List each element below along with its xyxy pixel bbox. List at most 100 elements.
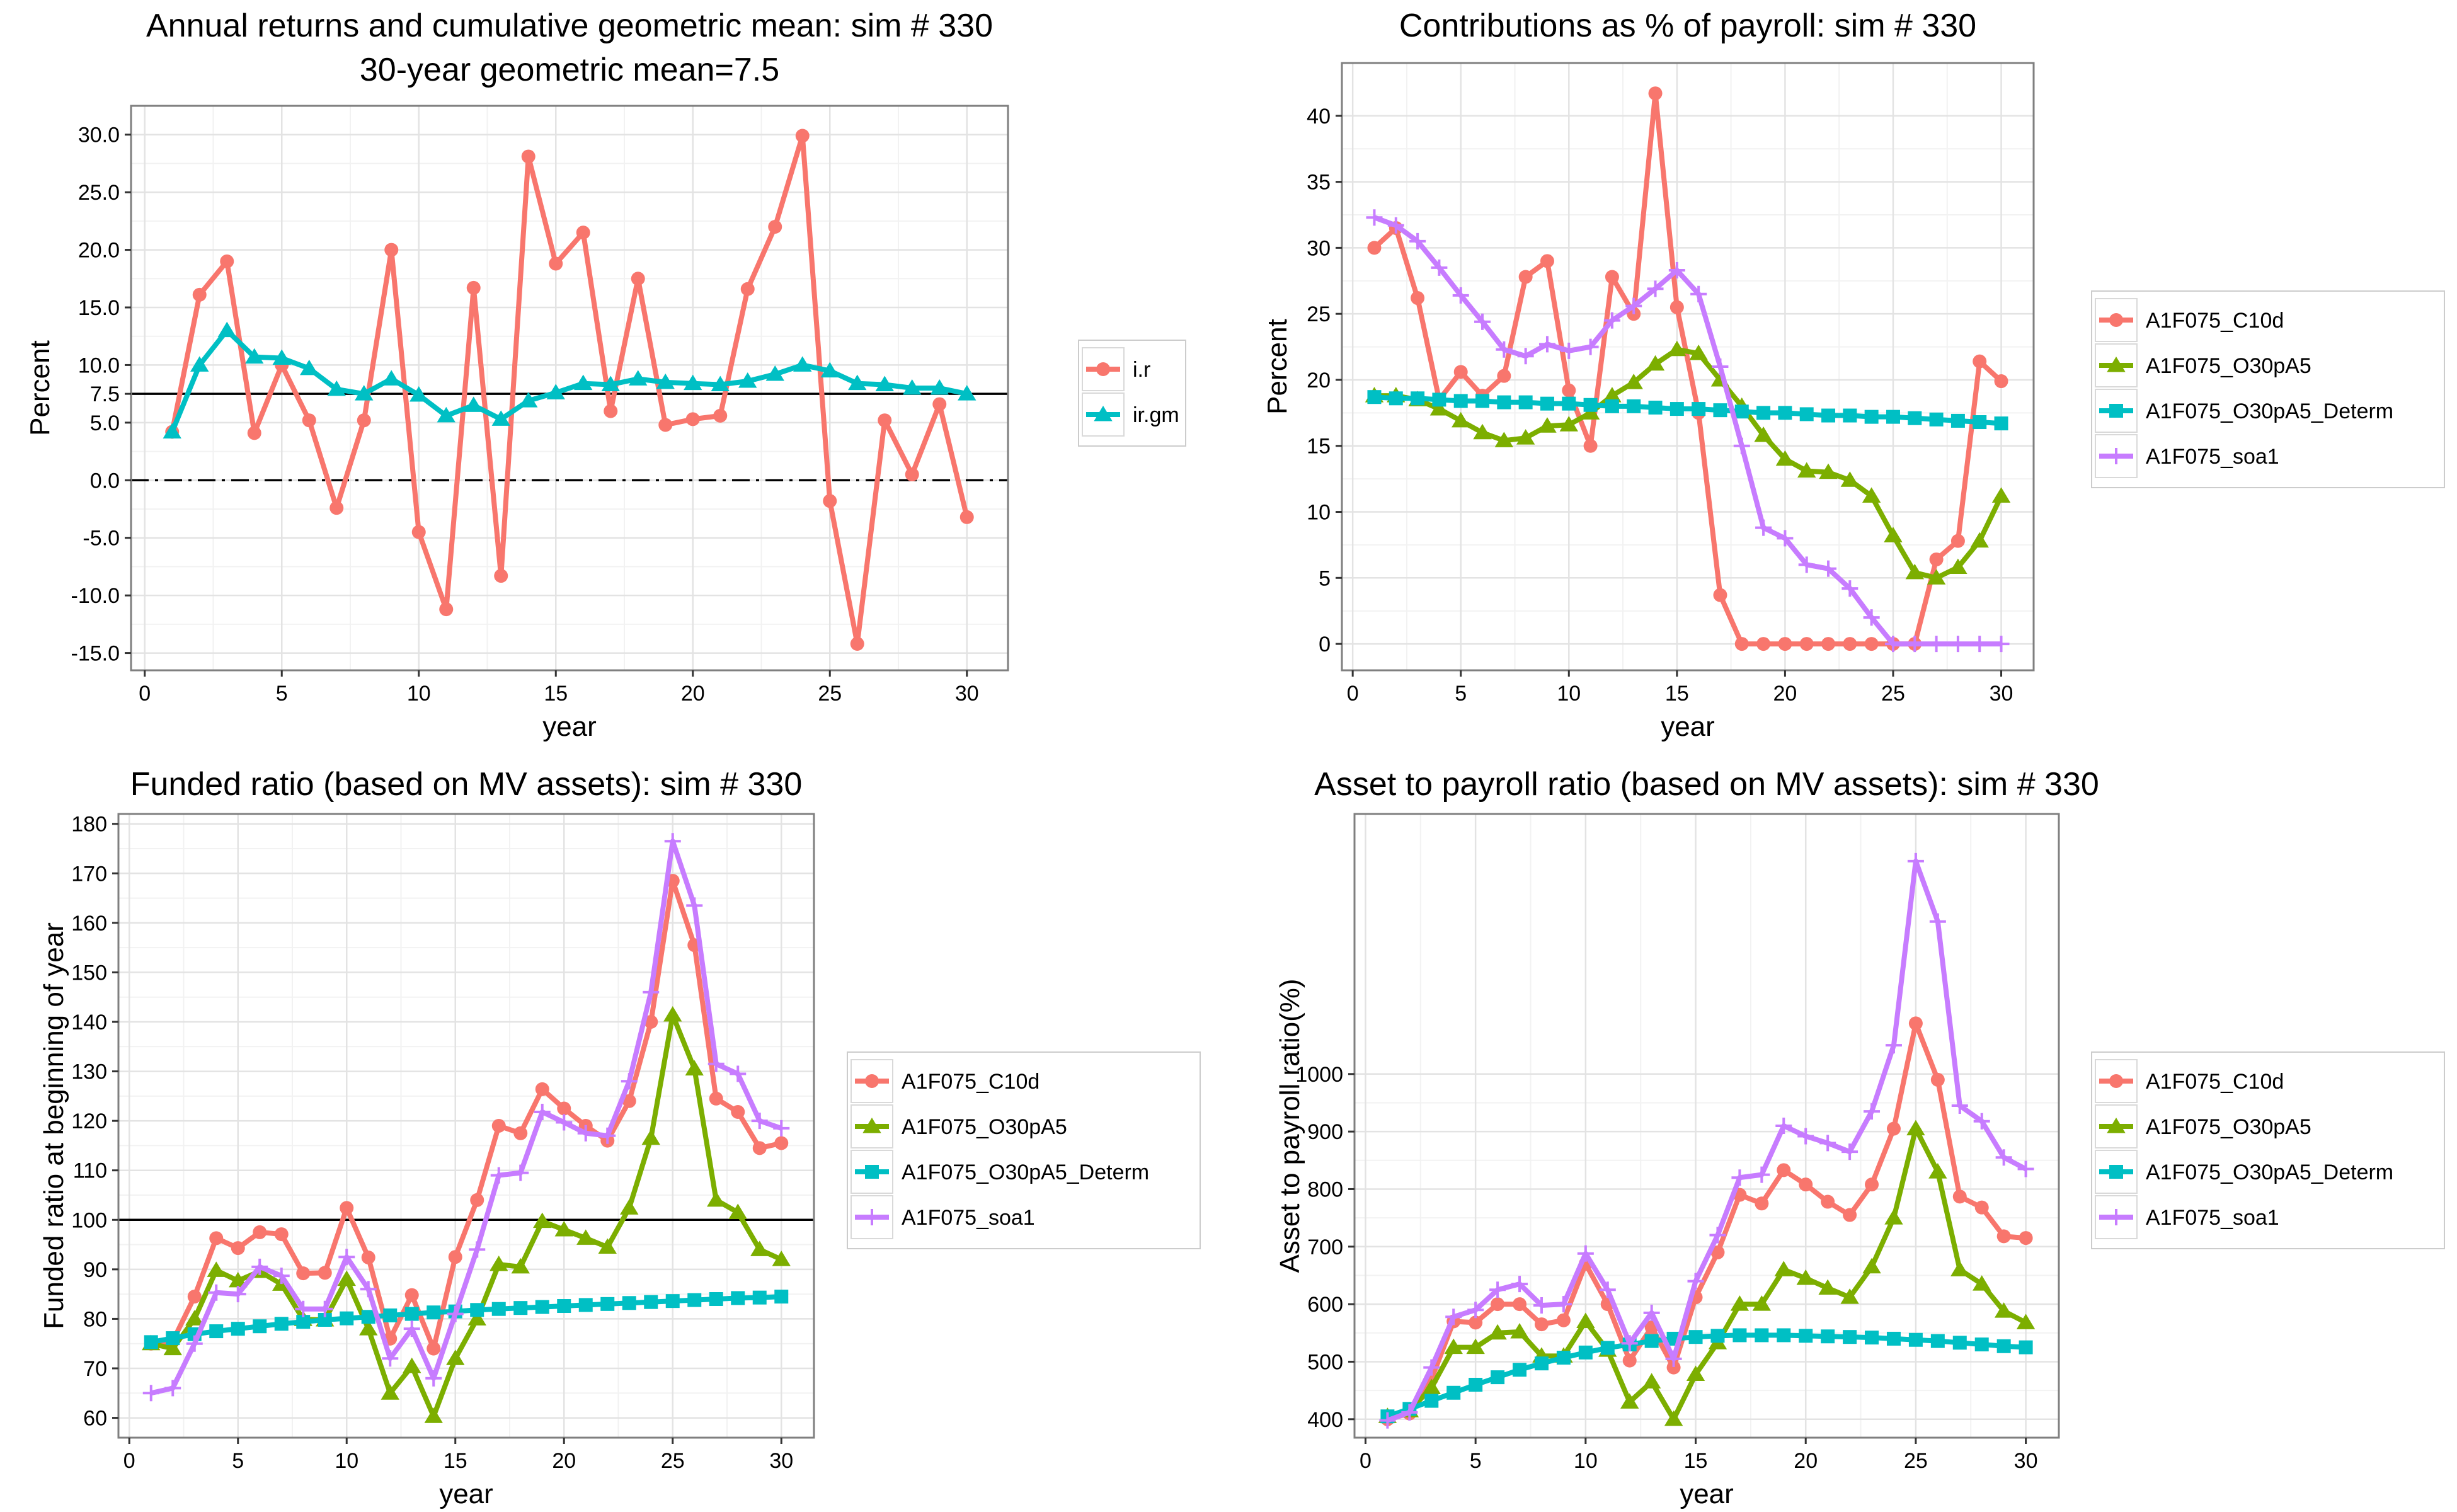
data-point-A1F075_O30pA5_Determ — [731, 1291, 745, 1305]
data-point-A1F075_O30pA5_Determ — [1367, 390, 1382, 404]
data-point-i.r — [247, 426, 261, 440]
data-point-A1F075_O30pA5_Determ — [1755, 1328, 1769, 1343]
data-point-A1F075_O30pA5 — [641, 1129, 660, 1145]
data-point-A1F075_O30pA5 — [1452, 411, 1470, 428]
data-point-A1F075_C10d — [1755, 1196, 1769, 1211]
data-point-A1F075_O30pA5_Determ — [1799, 407, 1814, 421]
data-point-A1F075_O30pA5 — [511, 1257, 530, 1274]
data-point-A1F075_O30pA5_Determ — [1627, 399, 1641, 413]
data-point-A1F075_O30pA5_Determ — [1446, 1385, 1461, 1400]
data-point-A1F075_O30pA5 — [1927, 569, 1946, 585]
data-point-A1F075_soa1 — [1885, 1037, 1902, 1054]
data-point-A1F075_O30pA5_Determ — [1475, 394, 1490, 408]
data-point-A1F075_C10d — [318, 1266, 332, 1280]
data-point-A1F075_soa1 — [1387, 217, 1404, 234]
data-point-A1F075_O30pA5_Determ — [557, 1299, 571, 1313]
data-point-A1F075_C10d — [1513, 1297, 1527, 1312]
legend-label: A1F075_O30pA5_Determ — [902, 1160, 1149, 1184]
data-point-A1F075_O30pA5 — [1429, 400, 1449, 416]
data-point-A1F075_soa1 — [1511, 1276, 1528, 1293]
x-tick-label: 15 — [1665, 682, 1689, 706]
data-point-A1F075_C10d — [1950, 534, 1965, 548]
data-point-A1F075_O30pA5 — [1686, 1365, 1705, 1382]
data-point-A1F075_C10d — [274, 1227, 289, 1242]
data-point-A1F075_O30pA5_Determ — [774, 1290, 789, 1304]
data-point-ir.gm — [410, 386, 428, 402]
data-point-A1F075_soa1 — [1621, 1335, 1638, 1352]
chart-contrib: Contributions as % of payroll: sim # 330… — [1262, 8, 2445, 742]
data-point-ir.gm — [245, 348, 264, 364]
data-point-A1F075_O30pA5 — [1754, 426, 1773, 442]
data-point-A1F075_C10d — [752, 1141, 767, 1155]
data-point-A1F075_soa1 — [1489, 1281, 1506, 1298]
data-point-A1F075_O30pA5 — [1473, 423, 1492, 440]
data-point-A1F075_O30pA5_Determ — [622, 1296, 636, 1310]
data-point-A1F075_C10d — [1843, 1208, 1857, 1222]
data-point-A1F075_O30pA5_Determ — [1865, 1331, 1879, 1345]
data-point-ir.gm — [519, 392, 538, 408]
data-point-A1F075_soa1 — [273, 1268, 290, 1285]
data-point-A1F075_C10d — [1518, 270, 1533, 284]
data-point-A1F075_C10d — [622, 1094, 636, 1108]
data-point-ir.gm — [491, 410, 510, 426]
data-point-A1F075_O30pA5 — [467, 1310, 486, 1326]
data-point-A1F075_C10d — [1562, 383, 1576, 398]
data-point-A1F075_O30pA5 — [1646, 355, 1665, 371]
legend-key-marker — [862, 1118, 881, 1133]
data-point-A1F075_soa1 — [1401, 1404, 1418, 1421]
y-tick-label: 7.5 — [90, 382, 120, 406]
data-point-i.r — [192, 287, 207, 302]
data-point-A1F075_C10d — [1886, 1121, 1901, 1136]
data-point-A1F075_soa1 — [425, 1370, 442, 1387]
data-point-A1F075_soa1 — [1555, 1296, 1572, 1313]
data-point-A1F075_O30pA5 — [1774, 1261, 1793, 1276]
data-point-A1F075_soa1 — [1864, 1103, 1881, 1120]
data-point-A1F075_soa1 — [1928, 636, 1945, 653]
chart-returns: Annual returns and cumulative geometric … — [25, 8, 1186, 742]
data-point-ir.gm — [656, 373, 675, 389]
data-point-A1F075_soa1 — [1517, 348, 1534, 365]
data-point-A1F075_soa1 — [360, 1281, 377, 1298]
data-point-A1F075_O30pA5_Determ — [1930, 1334, 1945, 1348]
data-point-A1F075_O30pA5 — [1494, 432, 1514, 447]
data-point-i.r — [357, 413, 371, 428]
data-point-A1F075_O30pA5_Determ — [1843, 1330, 1857, 1344]
data-point-A1F075_O30pA5 — [1559, 416, 1578, 432]
legend-key-marker — [1096, 362, 1110, 376]
data-point-A1F075_soa1 — [1533, 1297, 1550, 1314]
chart-title: Asset to payroll ratio (based on MV asse… — [1314, 766, 2099, 803]
data-point-A1F075_C10d — [296, 1266, 311, 1281]
data-point-A1F075_C10d — [448, 1250, 462, 1264]
data-point-A1F075_C10d — [491, 1119, 506, 1133]
data-point-A1F075_soa1 — [1995, 1149, 2012, 1166]
chart-title: Contributions as % of payroll: sim # 330 — [1399, 8, 1976, 44]
data-point-ir.gm — [848, 374, 867, 391]
data-point-A1F075_soa1 — [707, 1055, 724, 1072]
data-point-A1F075_O30pA5 — [576, 1229, 595, 1245]
data-point-A1F075_soa1 — [1582, 338, 1599, 355]
data-point-A1F075_O30pA5 — [707, 1191, 726, 1207]
data-point-i.r — [439, 602, 454, 617]
y-tick-label: 120 — [71, 1109, 107, 1133]
data-point-ir.gm — [601, 375, 620, 392]
data-point-A1F075_O30pA5 — [1516, 429, 1535, 445]
x-tick-label: 5 — [1470, 1449, 1482, 1473]
data-point-A1F075_O30pA5_Determ — [209, 1324, 224, 1339]
data-point-A1F075_soa1 — [773, 1120, 790, 1137]
data-point-A1F075_soa1 — [1906, 636, 1923, 653]
data-point-A1F075_soa1 — [1907, 852, 1924, 869]
data-point-A1F075_O30pA5_Determ — [1578, 1345, 1593, 1360]
plot-border — [1353, 813, 2060, 1439]
data-point-A1F075_O30pA5_Determ — [687, 1293, 702, 1307]
data-point-A1F075_O30pA5_Determ — [709, 1292, 723, 1306]
data-point-A1F075_O30pA5 — [1689, 345, 1708, 360]
data-point-A1F075_soa1 — [1733, 437, 1750, 454]
data-point-A1F075_O30pA5 — [1730, 1295, 1750, 1311]
series-line-A1F075_soa1 — [150, 839, 782, 1396]
x-tick-label: 10 — [1557, 682, 1581, 706]
data-point-A1F075_O30pA5 — [403, 1357, 421, 1373]
data-point-i.r — [576, 226, 590, 240]
data-point-A1F075_soa1 — [1577, 1245, 1594, 1262]
data-point-A1F075_O30pA5 — [1444, 1338, 1463, 1354]
y-tick-label: -5.0 — [83, 527, 120, 551]
